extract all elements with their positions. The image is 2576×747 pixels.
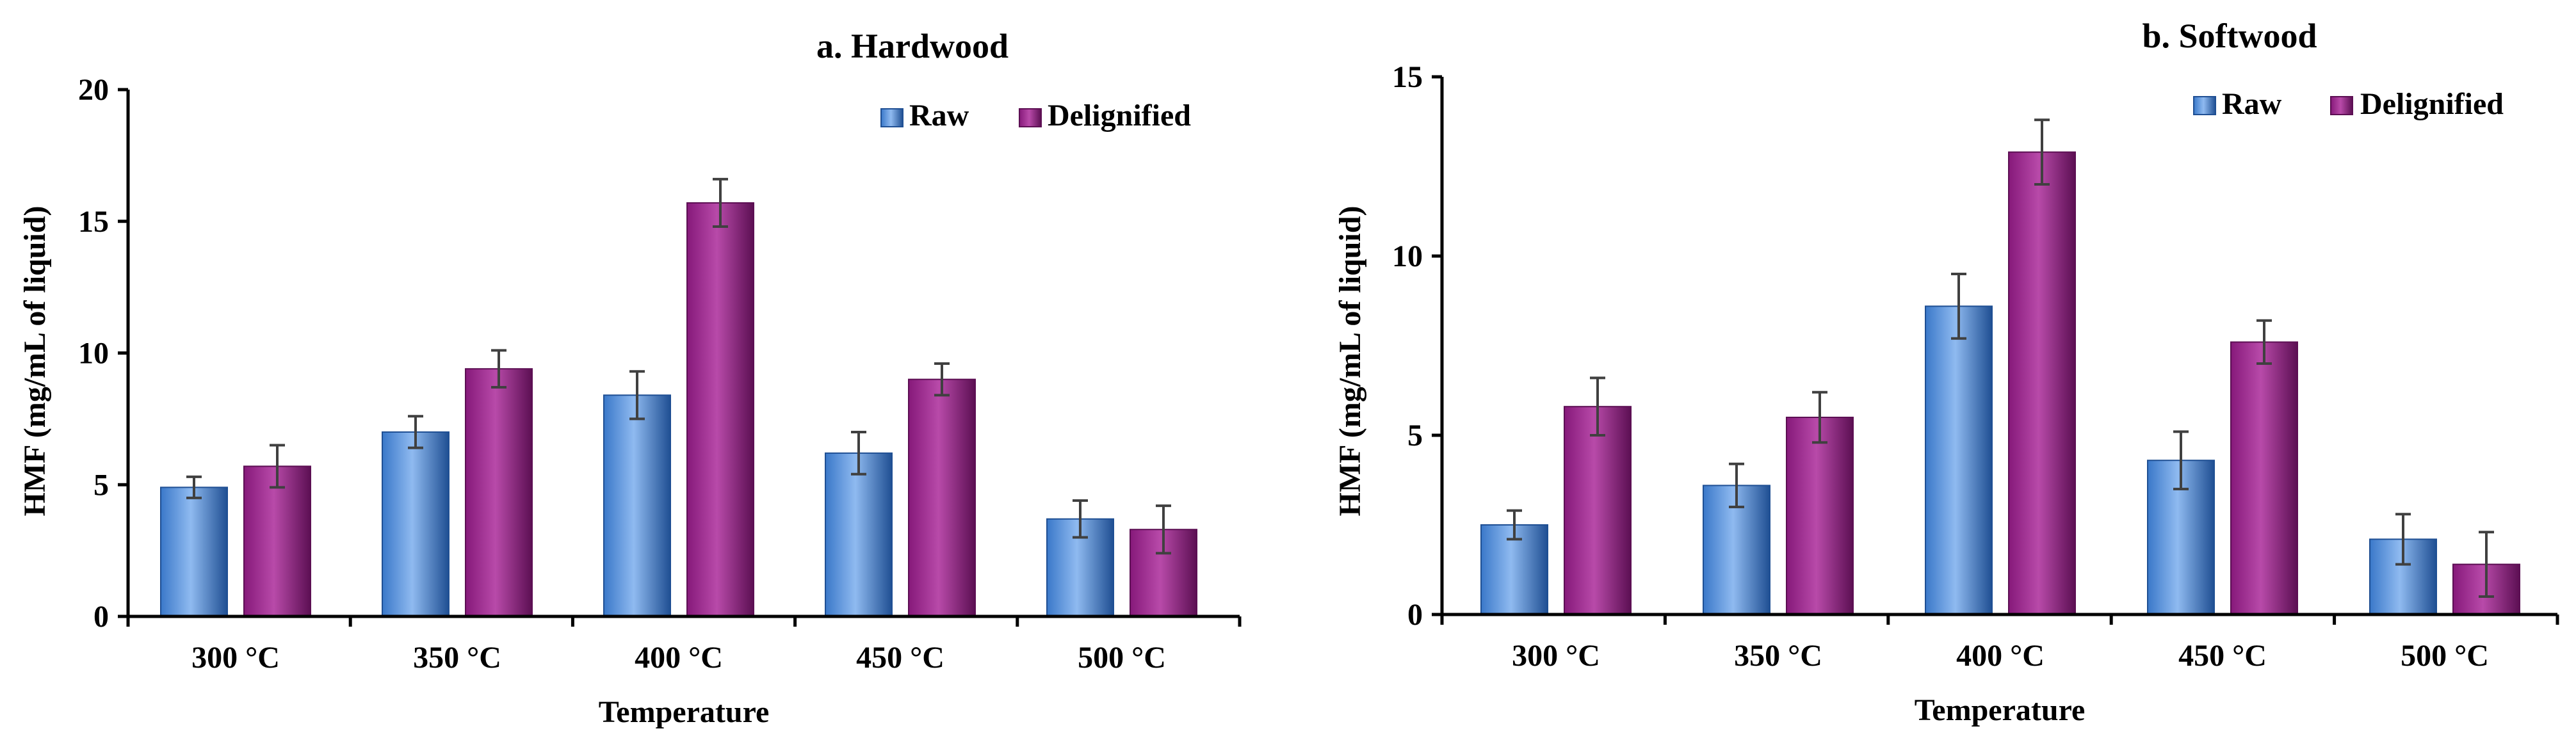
y-axis-ticks: 0 5 10 15 20 <box>78 73 128 634</box>
y-axis-label: HMF (mg/mL of liquid) <box>18 206 52 517</box>
error-bar <box>629 370 645 421</box>
x-tick-label: 300 °C <box>1512 639 1600 673</box>
legend-label-delignified: Delignified <box>2360 87 2504 121</box>
legend: Raw Delignified <box>880 99 1191 133</box>
chart-title: b. Softwood <box>2142 17 2317 55</box>
bar-delignified <box>1786 417 1854 615</box>
bar-delignified <box>243 465 311 617</box>
y-tick-label: 20 <box>78 73 109 107</box>
x-tick-label: 400 °C <box>635 641 723 675</box>
bar-delignified <box>1564 406 1632 615</box>
legend-label-raw: Raw <box>909 99 969 133</box>
legend: Raw Delignified <box>2193 87 2504 121</box>
chart-title: a. Hardwood <box>816 27 1009 65</box>
error-bar <box>2395 513 2411 566</box>
error-bar <box>491 349 506 389</box>
x-tick-label: 450 °C <box>2178 639 2267 673</box>
y-tick-label: 5 <box>93 468 109 502</box>
x-axis-categories: 300 °C 350 °C 400 °C 450 °C 500 °C <box>126 616 1242 675</box>
x-axis-label: Temperature <box>599 695 770 729</box>
x-tick-label: 500 °C <box>2401 639 2489 673</box>
error-bar <box>713 177 728 228</box>
y-tick-label: 10 <box>1392 239 1423 273</box>
y-tick-label: 0 <box>93 600 109 634</box>
error-bar <box>2256 319 2272 365</box>
error-bar <box>1812 390 1827 444</box>
x-tick-label: 400 °C <box>1956 639 2045 673</box>
bars <box>1480 118 2520 616</box>
bar-delignified <box>465 368 533 617</box>
bar-delignified <box>686 202 754 617</box>
bar-raw <box>1925 305 1993 615</box>
error-bar <box>1951 273 1966 340</box>
bar-raw <box>382 431 450 617</box>
error-bar <box>851 430 866 476</box>
error-bar <box>1156 504 1171 555</box>
hardwood-chart: a. Hardwood HMF (mg/mL of liquid) Temper… <box>18 27 1242 729</box>
y-tick-label: 0 <box>1407 598 1423 632</box>
error-bar <box>270 444 285 489</box>
bar-delignified <box>2008 151 2076 616</box>
x-axis-label: Temperature <box>1915 693 2086 727</box>
legend-swatch-delignified <box>2330 96 2353 115</box>
error-bar <box>2479 531 2494 598</box>
error-bar <box>1073 499 1088 539</box>
y-tick-label: 15 <box>78 205 109 239</box>
y-tick-label: 15 <box>1392 60 1423 94</box>
error-bar <box>1507 509 1522 541</box>
legend-swatch-raw <box>880 108 903 127</box>
bar-delignified <box>2230 341 2298 616</box>
x-tick-label: 300 °C <box>191 641 280 675</box>
bar-delignified <box>908 378 976 618</box>
x-axis-categories: 300 °C 350 °C 400 °C 450 °C 500 °C <box>1440 614 2559 673</box>
legend-swatch-delignified <box>1019 108 1042 127</box>
bar-raw <box>160 486 228 617</box>
error-bar <box>186 475 202 499</box>
error-bar <box>408 415 423 449</box>
y-axis-ticks: 0 5 10 15 <box>1392 60 1442 632</box>
error-bar <box>1729 462 1744 508</box>
bar-raw <box>603 394 671 618</box>
error-bar <box>2173 430 2189 490</box>
bar-raw <box>825 452 893 617</box>
x-tick-label: 450 °C <box>856 641 944 675</box>
error-bar <box>1590 376 1605 437</box>
bars <box>160 177 1197 618</box>
legend-label-raw: Raw <box>2222 87 2282 121</box>
y-tick-label: 10 <box>78 337 109 371</box>
error-bar <box>2034 118 2050 186</box>
error-bar <box>934 362 950 397</box>
softwood-chart: b. Softwood HMF (mg/mL of liquid) Temper… <box>1333 17 2559 727</box>
y-axis-label: HMF (mg/mL of liquid) <box>1333 206 1367 517</box>
legend-swatch-raw <box>2193 96 2216 115</box>
x-tick-label: 350 °C <box>413 641 501 675</box>
x-tick-label: 350 °C <box>1734 639 1822 673</box>
legend-label-delignified: Delignified <box>1048 99 1191 133</box>
y-tick-label: 5 <box>1407 419 1423 453</box>
x-tick-label: 500 °C <box>1078 641 1166 675</box>
